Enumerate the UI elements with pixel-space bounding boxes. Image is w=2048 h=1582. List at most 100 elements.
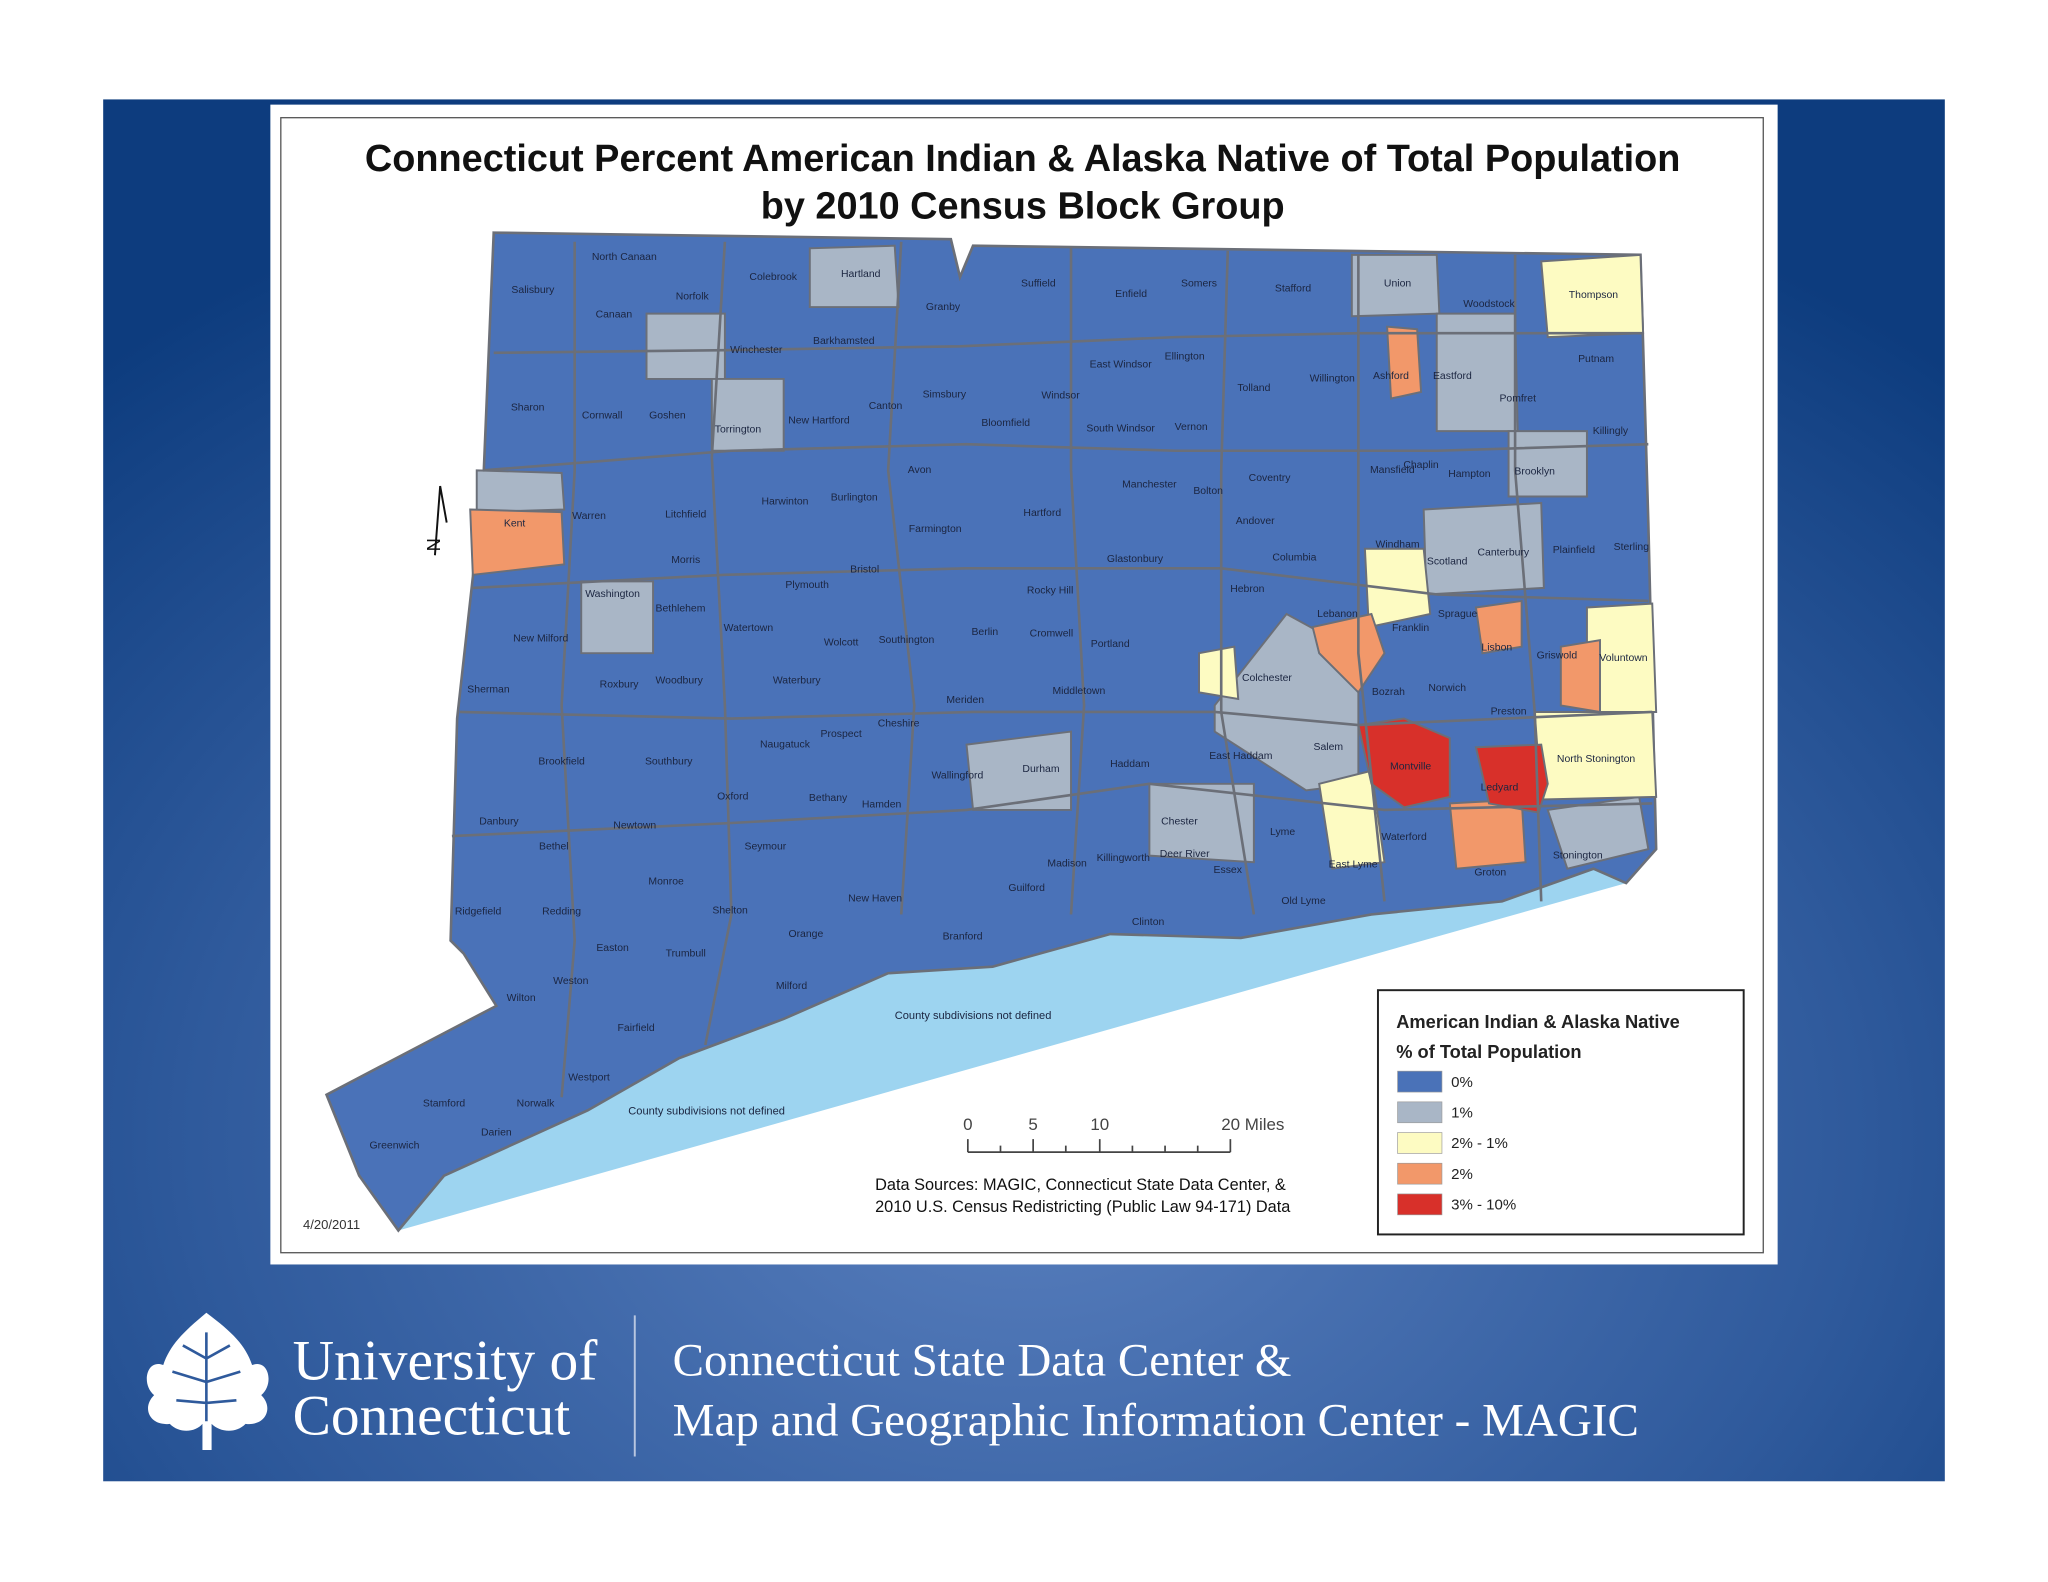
town-label: Somers (1181, 278, 1217, 289)
town-label: Ellington (1165, 351, 1205, 362)
town-label: Willington (1310, 374, 1355, 385)
town-label: Orange (788, 929, 823, 940)
town-label: Ashford (1373, 371, 1409, 382)
town-label: Norwalk (517, 1099, 555, 1110)
town-patch (1546, 795, 1650, 870)
sound (398, 868, 1627, 1231)
town-label: New Milford (513, 634, 568, 645)
town-label: Salisbury (511, 285, 555, 296)
town-label: Bolton (1193, 486, 1223, 497)
town-patch (1507, 430, 1588, 498)
town-label: Roxbury (600, 679, 640, 690)
town-label: Brooklyn (1514, 466, 1555, 477)
town-label: Litchfield (665, 510, 706, 521)
town-label: Prospect (821, 729, 862, 740)
town-label: Cheshire (878, 719, 920, 730)
town-label: Lisbon (1481, 643, 1512, 654)
town-label: Portland (1091, 639, 1130, 650)
town-label: Plainfield (1553, 545, 1596, 556)
note: County subdivisions not defined (895, 1010, 1052, 1022)
town-label: Deer River (1160, 849, 1210, 860)
town-patch (580, 580, 655, 655)
town-label: Lyme (1270, 827, 1295, 838)
town-label: Ledyard (1481, 783, 1519, 794)
town-label: Hebron (1230, 584, 1264, 595)
data-sources: Data Sources: MAGIC, Connecticut State D… (875, 1176, 1286, 1194)
town-label: Preston (1491, 707, 1527, 718)
town-label: South Windsor (1086, 423, 1155, 434)
town-label: Seymour (745, 841, 787, 852)
map-border (280, 117, 1764, 1254)
town-patch (1311, 612, 1386, 694)
town-label: Westport (568, 1072, 610, 1083)
town-label: Trumbull (666, 948, 706, 959)
scale-bar: 0 5 10 20 Miles (963, 1115, 1284, 1153)
town-label: Burlington (831, 493, 878, 504)
town-label: Greenwich (370, 1140, 420, 1151)
town-label: Morris (671, 555, 700, 566)
town-label: Darien (481, 1127, 512, 1138)
town-label: Sherman (467, 685, 510, 696)
town-label: Easton (596, 943, 629, 954)
town-label: Wolcott (824, 638, 859, 649)
town-label: North Canaan (592, 252, 657, 263)
town-label: Ridgefield (455, 907, 502, 918)
town-label: Harwinton (761, 496, 808, 507)
town-label: Colchester (1242, 673, 1292, 684)
map: North Canaan Salisbury Colebrook Hartland Su… (324, 231, 1658, 1233)
legend-label: 2% (1451, 1166, 1473, 1183)
state-land (324, 231, 1658, 1233)
town-label: Wilton (507, 993, 536, 1004)
town-label: Newtown (613, 820, 656, 831)
town-label: Chester (1161, 816, 1198, 827)
town-patch (469, 508, 566, 576)
town-label: Vernon (1175, 422, 1208, 433)
town-label: Windsor (1041, 391, 1080, 402)
town-label: Kent (504, 519, 526, 530)
town-label: Monroe (648, 877, 684, 888)
town-label: Stafford (1275, 284, 1312, 295)
town-label: Plymouth (785, 580, 829, 591)
town-label: Canterbury (1478, 547, 1530, 558)
legend-label: 1% (1451, 1105, 1473, 1122)
town-label: Union (1384, 278, 1411, 289)
uconn-logo (146, 1312, 269, 1450)
town-labels: North Canaan Salisbury Colebrook Hartland Su… (370, 252, 1650, 1151)
town-label: Durham (1022, 764, 1059, 775)
town-label: East Windsor (1090, 359, 1153, 370)
town-label: Colebrook (749, 272, 797, 283)
town-label: Bethel (539, 841, 569, 852)
town-label: Enfield (1115, 289, 1147, 300)
town-label: Cornwall (582, 410, 623, 421)
town-label: Watertown (724, 623, 774, 634)
town-label: Warren (572, 511, 606, 522)
town-label: Suffield (1021, 278, 1056, 289)
town-label: Cromwell (1030, 628, 1074, 639)
town-label: Tolland (1237, 383, 1270, 394)
town-label: Salem (1314, 742, 1344, 753)
town-label: Southington (879, 635, 935, 646)
town-label: Weston (553, 976, 588, 987)
town-label: Hampton (1448, 469, 1491, 480)
town-patch (1148, 782, 1255, 864)
town-label: Goshen (649, 410, 686, 421)
town-patch (475, 469, 566, 514)
town-label: Avon (908, 465, 932, 476)
legend-swatch (1397, 1101, 1443, 1124)
town-patch (1198, 645, 1240, 701)
town-label: Danbury (479, 816, 519, 827)
town-label: Bethany (809, 793, 848, 804)
town-label: Waterford (1381, 832, 1427, 843)
town-label: Rocky Hill (1027, 585, 1073, 596)
town-label: Andover (1236, 516, 1275, 527)
legend-label: 3% - 10% (1451, 1197, 1516, 1214)
town-label: Voluntown (1599, 653, 1647, 664)
legend-title: American Indian & Alaska Native (1396, 1011, 1680, 1032)
town-label: Fairfield (618, 1023, 655, 1034)
center-text: Map and Geographic Information Center - … (673, 1395, 1639, 1447)
town-label: Brookfield (538, 756, 585, 767)
legend: American Indian & Alaska Native % of Tot… (1376, 989, 1745, 1236)
town-patch (1559, 638, 1601, 714)
town-label: Oxford (717, 792, 749, 803)
